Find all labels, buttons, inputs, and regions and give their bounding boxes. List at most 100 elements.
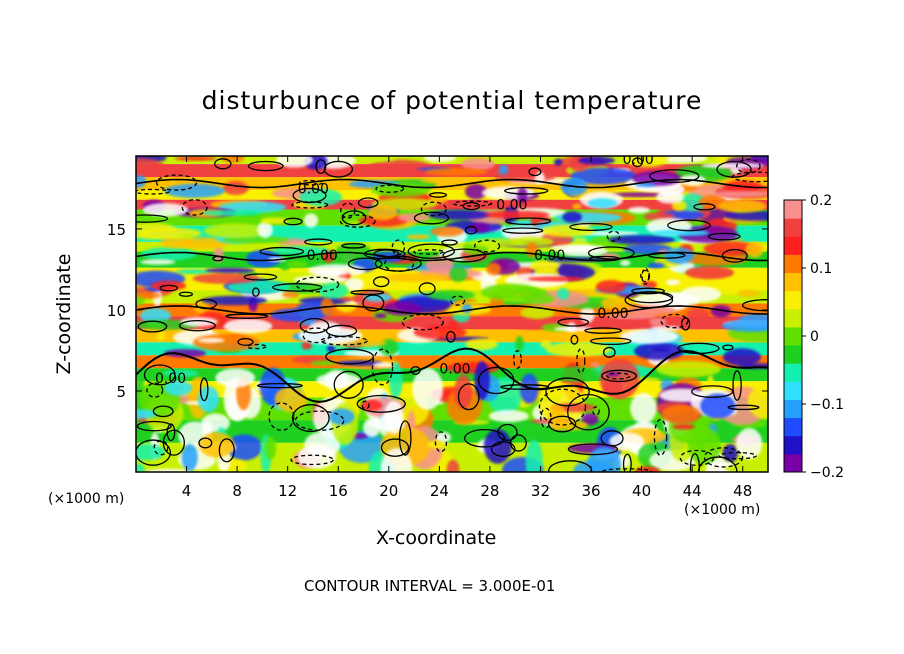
contour-line: [503, 186, 549, 195]
heatmap-blob: [310, 360, 337, 366]
heatmap-blob: [164, 183, 225, 198]
contour-line: [291, 404, 330, 433]
heatmap-blob: [587, 198, 618, 209]
contour-line: [584, 327, 623, 334]
heatmap-blob: [424, 167, 489, 176]
contour-line: [441, 239, 458, 246]
heatmap-blob: [630, 392, 657, 424]
contour-line: [247, 160, 284, 172]
contour-line: [667, 219, 711, 232]
heatmap-blob: [192, 333, 260, 352]
heatmap-blob: [619, 328, 679, 344]
contour-line: [398, 420, 412, 456]
contour-label: 0.00: [439, 361, 470, 377]
x-tick-label: 40: [632, 482, 651, 500]
heatmap-blob: [517, 187, 528, 204]
heatmap-blob: [736, 289, 761, 297]
contour-line: [457, 383, 480, 411]
contour-line: [199, 377, 209, 402]
contour-line: [259, 246, 305, 257]
contour-line: [497, 423, 518, 441]
contour-zero-line: [136, 305, 768, 315]
heatmap-blob: [197, 385, 220, 413]
contour-label: 0.00: [623, 152, 654, 168]
contour-line: [462, 201, 481, 211]
heatmap-band: [136, 342, 768, 356]
heatmap-blob: [140, 308, 172, 324]
x-tick-label: 4: [182, 482, 192, 500]
contour-line: [570, 334, 579, 345]
heatmap-blob: [474, 360, 490, 401]
y-axis-label: Z-coordinate: [53, 253, 75, 375]
heatmap-blob: [468, 238, 525, 248]
heatmap-blob: [701, 162, 765, 169]
heatmap-blob: [729, 166, 742, 175]
heatmap-blob: [136, 463, 145, 472]
contour-interval-text: CONTOUR INTERVAL = 3.000E-01: [304, 577, 556, 595]
heatmap-blob: [163, 369, 199, 378]
contour-labels: 0.00 0.00 0.00 0.00 0.00 0.00 0.00 0.00: [155, 152, 654, 387]
contour-line: [473, 239, 501, 253]
heatmap-blob: [201, 295, 268, 306]
colorbar-tick-label: 0.2: [810, 193, 832, 209]
contour-line: [631, 287, 665, 295]
heatmap-blob: [430, 226, 464, 237]
contour-line: [283, 217, 303, 226]
contour-line: [181, 199, 208, 216]
heatmap-blob: [427, 440, 446, 450]
contour-line: [333, 370, 364, 399]
heatmap-blob: [578, 156, 616, 165]
heatmap-blob: [485, 262, 502, 276]
heatmap-blob: [222, 181, 249, 196]
contour-line: [198, 437, 213, 449]
heatmap-blob: [609, 192, 667, 198]
contour-label: 0.00: [298, 181, 329, 197]
heatmap-blob: [609, 432, 645, 451]
contour-line: [136, 420, 172, 432]
contour-line: [136, 439, 172, 466]
contour-line: [680, 317, 691, 331]
heatmap-blob: [446, 459, 460, 472]
contour-line: [302, 327, 331, 344]
heatmap-blob: [488, 409, 529, 423]
contour-line: [569, 222, 613, 232]
heatmap-blob: [415, 169, 427, 176]
heatmap-blob: [314, 269, 349, 277]
heatmap-blob: [163, 349, 207, 358]
contour-line: [606, 230, 621, 242]
contour-label: 0.00: [307, 248, 338, 264]
heatmap-blob: [192, 273, 260, 284]
contour-line: [540, 407, 552, 429]
heatmap-blob: [634, 182, 656, 188]
heatmap-blob: [626, 305, 676, 316]
contour-line: [420, 201, 447, 217]
heatmap-blob: [276, 156, 313, 168]
heatmap-blob: [413, 325, 467, 340]
contour-line: [214, 158, 232, 170]
heatmap-blob: [714, 190, 768, 197]
colorbar-swatch: [784, 272, 802, 292]
heatmap-blob: [580, 231, 640, 236]
heatmap-band: [136, 190, 768, 200]
contour-line: [513, 350, 522, 369]
heatmap-blob: [460, 157, 495, 171]
colorbar-tick-label: −0.2: [810, 465, 844, 481]
contour-line: [418, 282, 436, 296]
heatmap-blob: [427, 209, 491, 221]
heatmap-blob: [545, 341, 612, 357]
heatmap-blob: [142, 203, 189, 217]
contour-line: [225, 313, 269, 319]
heatmap-blob: [627, 206, 650, 214]
heatmap-blob: [136, 409, 157, 419]
colorbar-swatch: [784, 399, 802, 419]
heatmap-band: [136, 241, 768, 252]
contour-line: [548, 415, 577, 433]
heatmap-blob: [449, 320, 458, 327]
contour-line: [295, 276, 340, 293]
contour-line: [490, 441, 516, 457]
contour-line: [445, 330, 456, 343]
x-tick-label: 32: [531, 482, 550, 500]
contour-line: [136, 214, 169, 223]
heatmap-blob: [299, 188, 343, 207]
